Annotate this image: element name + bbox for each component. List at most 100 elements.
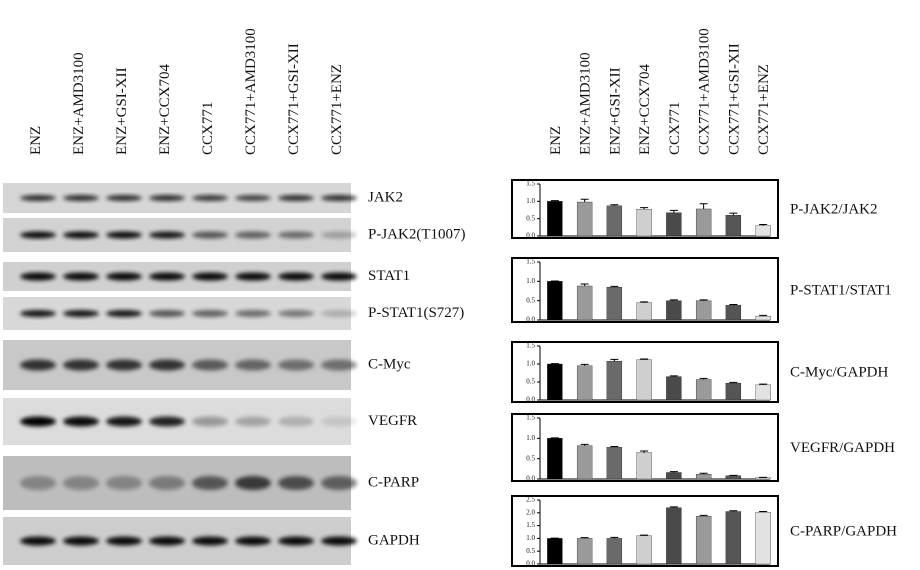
error-bar [759,314,768,317]
blot-band [106,416,142,427]
bar [576,538,593,565]
blot-band [321,536,357,546]
blot-band [106,476,142,490]
y-tick-label: 0.0 [526,396,535,404]
chart-title: P-JAK2/JAK2 [790,201,878,217]
bar [725,215,742,237]
error-bar [699,472,708,475]
error-bar [610,445,619,448]
blot-band [321,476,357,490]
bar [695,208,712,237]
bar [636,359,652,401]
y-tick-label: 1.5 [526,342,535,350]
blot-band [149,272,185,281]
protein-label: P-STAT1(S727) [368,305,464,321]
blot-band [235,359,271,371]
error-bar [699,377,708,380]
blot-band [321,272,357,281]
blot-band [106,536,142,546]
chart-title: VEGFR/GAPDH [790,440,895,456]
blot-band [149,416,185,427]
error-bar [699,299,708,301]
error-bar [580,443,589,446]
error-bar [669,209,678,213]
lane-label: ENZ+CCX704 [157,64,173,155]
category-label: CCX771+AMD3100 [697,28,713,155]
bar [606,205,623,237]
error-bar [729,212,738,216]
error-bar [610,285,619,288]
blot-band [192,359,228,371]
lane-label: CCX771+ENZ [329,64,345,155]
bar [666,376,682,401]
blot-band [106,272,142,281]
error-bar [580,283,589,286]
blot-band [321,231,357,239]
protein-label: VEGFR [368,413,417,429]
blot-band [20,359,56,371]
blot-band [20,536,56,546]
lane-label: CCX771 [200,102,216,155]
bar [755,384,771,401]
bar [636,209,652,237]
blot-band [278,231,314,239]
error-bar [640,207,649,210]
bar [695,473,712,480]
error-bar [699,514,708,517]
category-label: ENZ+GSI-XII [607,67,623,155]
y-tick-label: 0.5 [526,214,535,222]
y-tick-label: 0.0 [526,560,535,568]
y-tick-label: 1.5 [526,414,535,422]
bar [666,507,682,565]
y-tick-label: 2.5 [526,496,535,504]
chart-frame [511,179,779,239]
error-bar [669,299,678,301]
category-label: ENZ+CCX704 [637,64,653,155]
error-bar [669,471,678,473]
bar [576,201,593,237]
y-tick-label: 0.5 [526,454,535,462]
chart-title: C-PARP/GAPDH [790,523,897,539]
lane-label: ENZ [28,126,44,155]
blot-band [192,476,228,490]
protein-label: JAK2 [368,189,403,205]
y-tick-label: 2.0 [526,508,535,516]
bar [695,379,712,401]
chart-title: C-Myc/GAPDH [790,364,889,380]
bar [695,300,712,321]
blot-band [235,231,271,239]
blot-band [63,359,99,371]
bar [755,477,771,480]
bar [576,285,593,321]
blot-band [192,272,228,281]
error-bar [580,537,589,539]
error-bar [669,375,678,377]
blot-band [20,416,56,427]
blot-band [106,359,142,371]
lane-label: CCX771+AMD3100 [243,28,259,155]
error-bar [640,358,649,360]
y-tick-label: 0.5 [526,378,535,386]
error-bar [759,511,768,513]
bar [606,447,623,480]
category-label: CCX771+ENZ [756,64,772,155]
blot-band [149,195,185,201]
bar [606,538,623,565]
error-bar [550,200,559,202]
y-tick-label: 1.5 [526,180,535,188]
error-bar [729,510,738,512]
error-bar [610,204,619,206]
category-label: ENZ [548,126,564,155]
blot-band [63,536,99,546]
blot-band [192,231,228,239]
lane-label: ENZ+GSI-XII [114,67,130,155]
bar [606,360,623,401]
protein-label: STAT1 [368,268,410,284]
y-tick-label: 1.5 [526,521,535,529]
chart-frame [511,413,779,482]
bar [576,445,593,480]
y-tick-label: 0.0 [526,475,535,483]
blot-band [321,359,357,371]
chart-frame [511,495,779,567]
